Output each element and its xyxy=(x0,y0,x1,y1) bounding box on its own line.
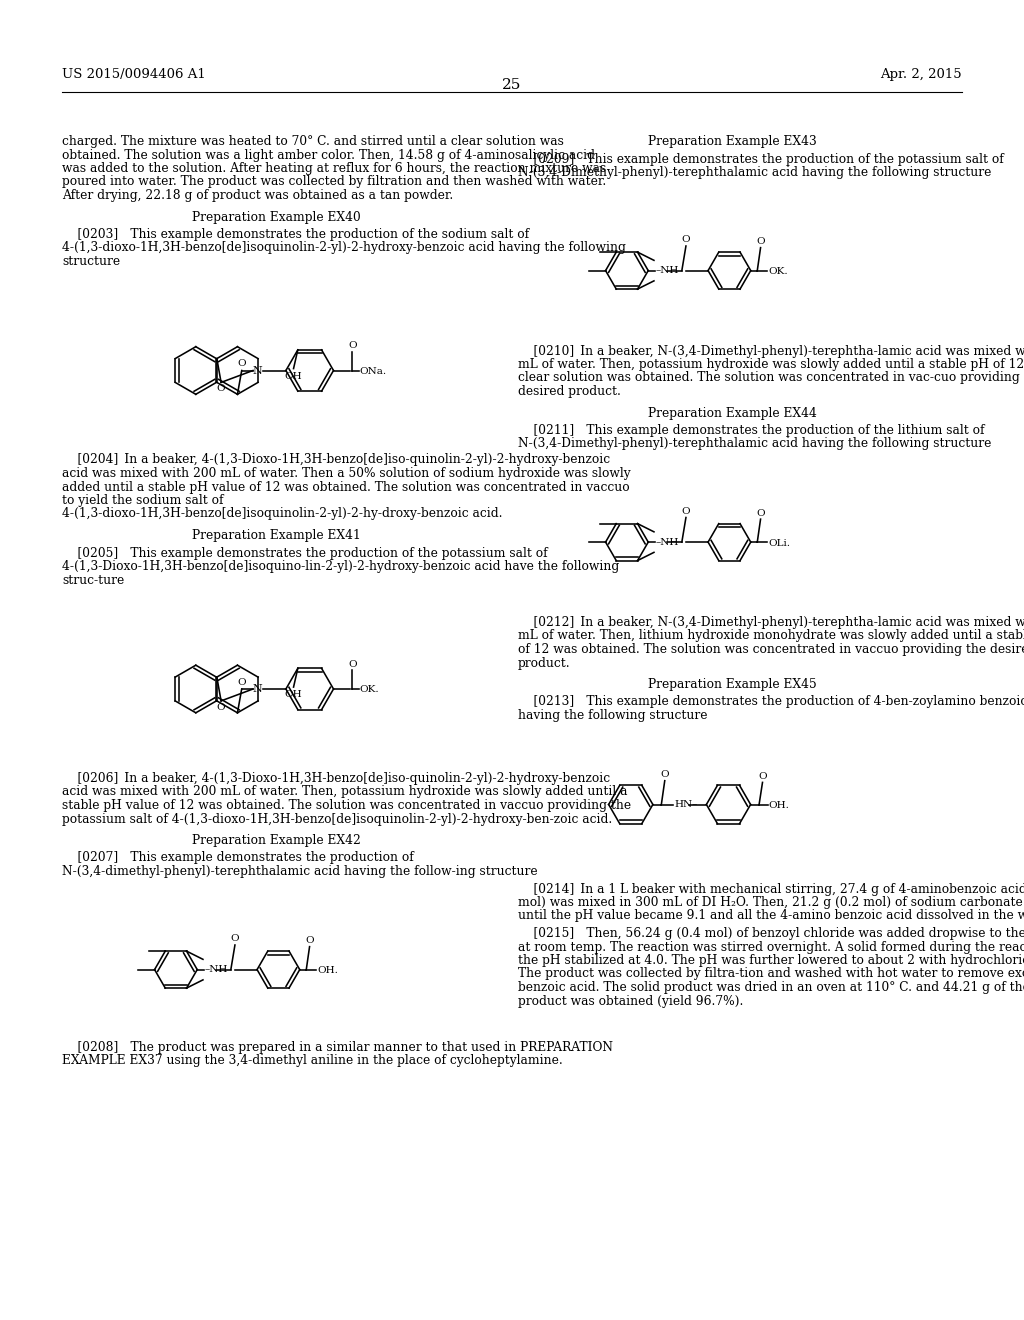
Text: [0211] This example demonstrates the production of the lithium salt of: [0211] This example demonstrates the pro… xyxy=(518,424,984,437)
Text: 4-(1,3-dioxo-1H,3H-benzo[de]isoquinolin-2-yl)-2-hydroxy-benzoic acid having the : 4-(1,3-dioxo-1H,3H-benzo[de]isoquinolin-… xyxy=(62,242,626,255)
Text: [0208] The product was prepared in a similar manner to that used in PREPARATION: [0208] The product was prepared in a sim… xyxy=(62,1040,613,1053)
Text: OK.: OK. xyxy=(359,685,380,694)
Text: Preparation Example EX45: Preparation Example EX45 xyxy=(647,678,816,690)
Text: O: O xyxy=(348,660,356,669)
Text: to yield the sodium salt of: to yield the sodium salt of xyxy=(62,494,240,507)
Text: O: O xyxy=(757,508,765,517)
Text: acid was mixed with 200 mL of water. Then, potassium hydroxide was slowly added : acid was mixed with 200 mL of water. The… xyxy=(62,785,628,799)
Text: [0209] This example demonstrates the production of the potassium salt of: [0209] This example demonstrates the pro… xyxy=(518,153,1004,165)
Text: After drying, 22.18 g of product was obtained as a tan powder.: After drying, 22.18 g of product was obt… xyxy=(62,189,454,202)
Text: [0206] In a beaker, 4-(1,3-Dioxo-1H,3H-benzo[de]iso-quinolin-2-yl)-2-hydroxy-ben: [0206] In a beaker, 4-(1,3-Dioxo-1H,3H-b… xyxy=(62,772,610,785)
Text: O: O xyxy=(348,341,356,350)
Text: O: O xyxy=(217,384,225,393)
Text: 4-(1,3-Dioxo-1H,3H-benzo[de]isoquino-lin-2-yl)-2-hydroxy-benzoic acid have the f: 4-(1,3-Dioxo-1H,3H-benzo[de]isoquino-lin… xyxy=(62,560,620,573)
Text: O: O xyxy=(305,936,314,945)
Text: product was obtained (yield 96.7%).: product was obtained (yield 96.7%). xyxy=(518,994,743,1007)
Text: OH.: OH. xyxy=(317,966,338,975)
Text: of 12 was obtained. The solution was concentrated in vaccuo providing the desire: of 12 was obtained. The solution was con… xyxy=(518,643,1024,656)
Text: O: O xyxy=(757,238,765,246)
Text: having the following structure: having the following structure xyxy=(518,709,708,722)
Text: O: O xyxy=(217,702,225,711)
Text: O: O xyxy=(758,772,767,780)
Text: –NH: –NH xyxy=(205,965,228,974)
Text: N: N xyxy=(252,684,262,694)
Text: US 2015/0094406 A1: US 2015/0094406 A1 xyxy=(62,69,206,81)
Text: N-(3,4-Dimethyl-phenyl)-terephthalamic acid having the following structure: N-(3,4-Dimethyl-phenyl)-terephthalamic a… xyxy=(518,437,991,450)
Text: mL of water. Then, lithium hydroxide monohydrate was slowly added until a stable: mL of water. Then, lithium hydroxide mon… xyxy=(518,630,1024,643)
Text: O: O xyxy=(682,507,690,516)
Text: 4-(1,3-dioxo-1H,3H-benzo[de]isoquinolin-2-yl)-2-hy-droxy-benzoic acid.: 4-(1,3-dioxo-1H,3H-benzo[de]isoquinolin-… xyxy=(62,507,503,520)
Text: [0203] This example demonstrates the production of the sodium salt of: [0203] This example demonstrates the pro… xyxy=(62,228,529,242)
Text: benzoic acid. The solid product was dried in an oven at 110° C. and 44.21 g of t: benzoic acid. The solid product was drie… xyxy=(518,981,1024,994)
Text: until the pH value became 9.1 and all the 4-amino benzoic acid dissolved in the : until the pH value became 9.1 and all th… xyxy=(518,909,1024,923)
Text: Preparation Example EX44: Preparation Example EX44 xyxy=(647,407,816,420)
Text: potassium salt of 4-(1,3-dioxo-1H,3H-benzo[de]isoquinolin-2-yl)-2-hydroxy-ben-zo: potassium salt of 4-(1,3-dioxo-1H,3H-ben… xyxy=(62,813,612,825)
Text: 25: 25 xyxy=(503,78,521,92)
Text: [0210] In a beaker, N-(3,4-Dimethyl-phenyl)-terephtha-lamic acid was mixed with : [0210] In a beaker, N-(3,4-Dimethyl-phen… xyxy=(518,345,1024,358)
Text: [0215] Then, 56.24 g (0.4 mol) of benzoyl chloride was added dropwise to the bea: [0215] Then, 56.24 g (0.4 mol) of benzoy… xyxy=(518,927,1024,940)
Text: OK.: OK. xyxy=(768,267,787,276)
Text: N-(3,4-Dimethyl-phenyl)-terephthalamic acid having the following structure: N-(3,4-Dimethyl-phenyl)-terephthalamic a… xyxy=(518,166,991,180)
Text: EXAMPLE EX37 using the 3,4-dimethyl aniline in the place of cycloheptylamine.: EXAMPLE EX37 using the 3,4-dimethyl anil… xyxy=(62,1053,563,1067)
Text: Apr. 2, 2015: Apr. 2, 2015 xyxy=(881,69,962,81)
Text: product.: product. xyxy=(518,656,570,669)
Text: added until a stable pH value of 12 was obtained. The solution was concentrated : added until a stable pH value of 12 was … xyxy=(62,480,630,494)
Text: The product was collected by filtra-tion and washed with hot water to remove exc: The product was collected by filtra-tion… xyxy=(518,968,1024,981)
Text: charged. The mixture was heated to 70° C. and stirred until a clear solution was: charged. The mixture was heated to 70° C… xyxy=(62,135,564,148)
Text: O: O xyxy=(682,235,690,244)
Text: mol) was mixed in 300 mL of DI H₂O. Then, 21.2 g (0.2 mol) of sodium carbonate w: mol) was mixed in 300 mL of DI H₂O. Then… xyxy=(518,896,1024,909)
Text: ONa.: ONa. xyxy=(359,367,387,376)
Text: desired product.: desired product. xyxy=(518,385,621,399)
Text: the pH stabilized at 4.0. The pH was further lowered to about 2 with hydrochlori: the pH stabilized at 4.0. The pH was fur… xyxy=(518,954,1024,968)
Text: –NH: –NH xyxy=(655,267,679,275)
Text: clear solution was obtained. The solution was concentrated in vac-cuo providing : clear solution was obtained. The solutio… xyxy=(518,371,1024,384)
Text: OH.: OH. xyxy=(768,801,790,810)
Text: struc-ture: struc-ture xyxy=(62,573,124,586)
Text: O: O xyxy=(238,678,246,686)
Text: [0212] In a beaker, N-(3,4-Dimethyl-phenyl)-terephtha-lamic acid was mixed with : [0212] In a beaker, N-(3,4-Dimethyl-phen… xyxy=(518,616,1024,630)
Text: [0214] In a 1 L beaker with mechanical stirring, 27.4 g of 4-aminobenzoic acid (: [0214] In a 1 L beaker with mechanical s… xyxy=(518,883,1024,895)
Text: [0207] This example demonstrates the production of: [0207] This example demonstrates the pro… xyxy=(62,851,414,865)
Text: OH: OH xyxy=(285,372,302,381)
Text: acid was mixed with 200 mL of water. Then a 50% solution of sodium hydroxide was: acid was mixed with 200 mL of water. The… xyxy=(62,467,631,480)
Text: OH: OH xyxy=(285,690,302,700)
Text: N: N xyxy=(252,366,262,375)
Text: [0204] In a beaker, 4-(1,3-Dioxo-1H,3H-benzo[de]iso-quinolin-2-yl)-2-hydroxy-ben: [0204] In a beaker, 4-(1,3-Dioxo-1H,3H-b… xyxy=(62,454,610,466)
Text: obtained. The solution was a light amber color. Then, 14.58 g of 4-aminosalicyli: obtained. The solution was a light amber… xyxy=(62,149,595,161)
Text: Preparation Example EX42: Preparation Example EX42 xyxy=(191,834,360,847)
Text: HN–: HN– xyxy=(674,800,697,809)
Text: at room temp. The reaction was stirred overnight. A solid formed during the reac: at room temp. The reaction was stirred o… xyxy=(518,940,1024,953)
Text: O: O xyxy=(238,359,246,368)
Text: Preparation Example EX43: Preparation Example EX43 xyxy=(647,135,816,148)
Text: O: O xyxy=(660,770,669,779)
Text: [0205] This example demonstrates the production of the potassium salt of: [0205] This example demonstrates the pro… xyxy=(62,546,548,560)
Text: Preparation Example EX40: Preparation Example EX40 xyxy=(191,210,360,223)
Text: structure: structure xyxy=(62,255,120,268)
Text: N-(3,4-dimethyl-phenyl)-terephthalamic acid having the follow-ing structure: N-(3,4-dimethyl-phenyl)-terephthalamic a… xyxy=(62,865,538,878)
Text: Preparation Example EX41: Preparation Example EX41 xyxy=(191,529,360,543)
Text: stable pH value of 12 was obtained. The solution was concentrated in vaccuo prov: stable pH value of 12 was obtained. The … xyxy=(62,799,631,812)
Text: –NH: –NH xyxy=(655,537,679,546)
Text: O: O xyxy=(230,935,240,944)
Text: mL of water. Then, potassium hydroxide was slowly added until a stable pH of 12 : mL of water. Then, potassium hydroxide w… xyxy=(518,358,1024,371)
Text: was added to the solution. After heating at reflux for 6 hours, the reaction mix: was added to the solution. After heating… xyxy=(62,162,606,176)
Text: poured into water. The product was collected by filtration and then washed with : poured into water. The product was colle… xyxy=(62,176,606,189)
Text: [0213] This example demonstrates the production of 4-ben-zoylamino benzoic acid: [0213] This example demonstrates the pro… xyxy=(518,696,1024,709)
Text: OLi.: OLi. xyxy=(768,539,790,548)
